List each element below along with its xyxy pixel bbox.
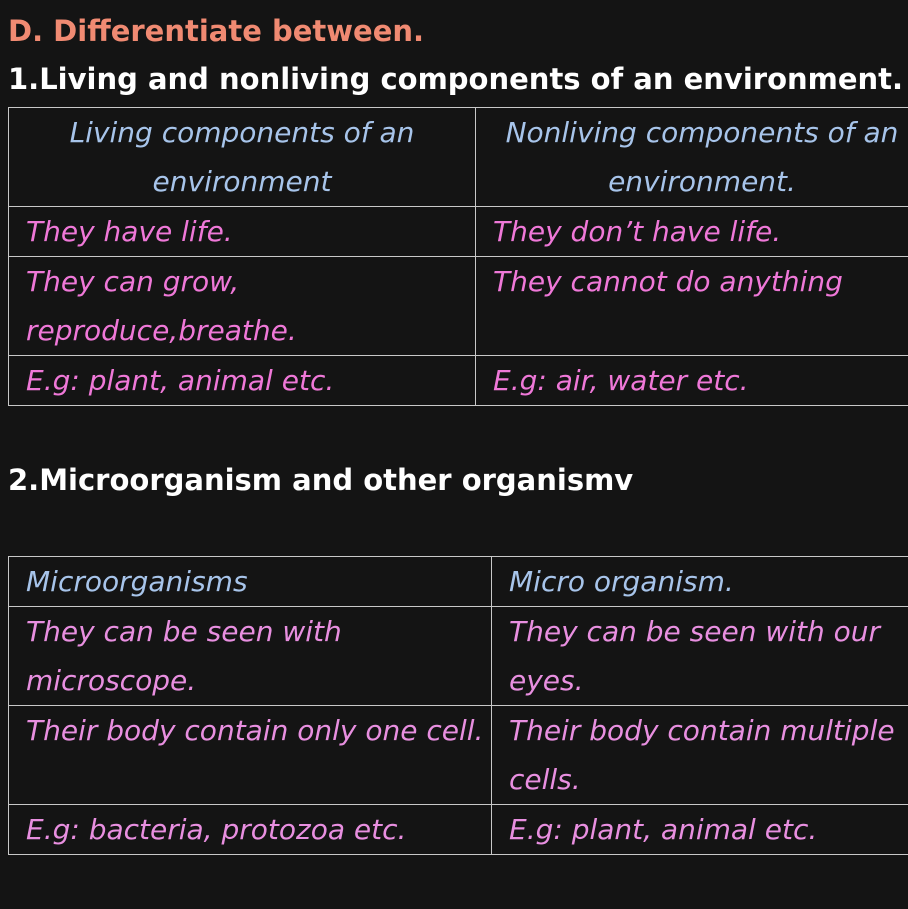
table-cell: Their body contain multiple cells. [491, 705, 908, 805]
microorganism-table: Microorganisms Micro organism. They can … [8, 556, 908, 855]
table-row: They can grow, reproduce,breathe. They c… [8, 256, 908, 356]
table-header-row: Microorganisms Micro organism. [8, 556, 908, 607]
table-cell: E.g: bacteria, protozoa etc. [8, 804, 492, 855]
table-row: Their body contain only one cell. Their … [8, 705, 908, 805]
table-cell: E.g: plant, animal etc. [8, 355, 476, 406]
table-cell: They can grow, reproduce,breathe. [8, 256, 476, 356]
table-cell: E.g: plant, animal etc. [491, 804, 908, 855]
table-header-row: Living components of an environment Nonl… [8, 107, 908, 207]
table-row: They can be seen with microscope. They c… [8, 606, 908, 706]
section-2-heading: 2.Microorganism and other organismv [8, 463, 634, 497]
table-cell: They have life. [8, 206, 476, 257]
living-nonliving-table: Living components of an environment Nonl… [8, 107, 908, 406]
document-title: D. Differentiate between. [8, 14, 425, 48]
table-header-cell: Living components of an environment [8, 107, 476, 207]
table-row: E.g: plant, animal etc. E.g: air, water … [8, 355, 908, 406]
table-header-cell: Nonliving components of an environment. [475, 107, 908, 207]
table-cell: E.g: air, water etc. [475, 355, 908, 406]
table-cell: They cannot do anything [475, 256, 908, 356]
table-cell: Their body contain only one cell. [8, 705, 492, 805]
table-cell: They don’t have life. [475, 206, 908, 257]
table-header-cell: Micro organism. [491, 556, 908, 607]
section-1-heading: 1.Living and nonliving components of an … [8, 62, 904, 96]
table-row: E.g: bacteria, protozoa etc. E.g: plant,… [8, 804, 908, 855]
table-cell: They can be seen with our eyes. [491, 606, 908, 706]
table-header-cell: Microorganisms [8, 556, 492, 607]
table-row: They have life. They don’t have life. [8, 206, 908, 257]
table-cell: They can be seen with microscope. [8, 606, 492, 706]
